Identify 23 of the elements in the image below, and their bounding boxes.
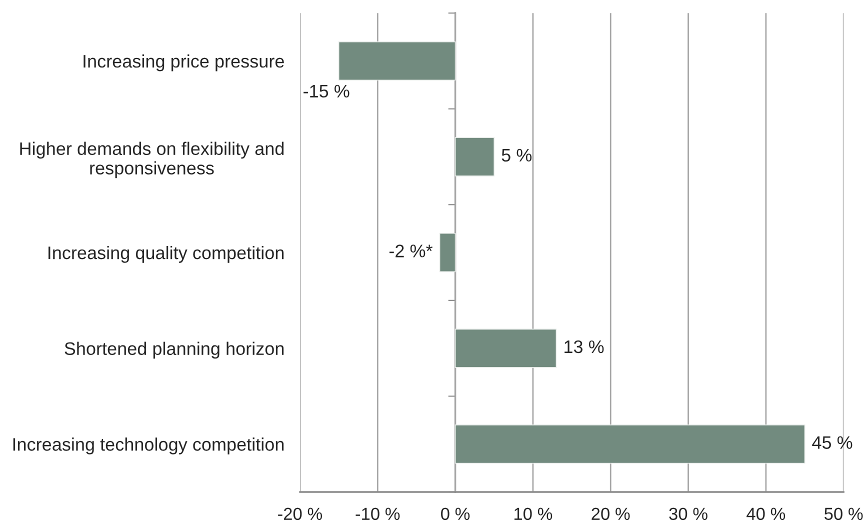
x-tick-label: 50 % [824, 508, 863, 520]
x-tick-label: 10 % [514, 508, 552, 520]
data-label: 13 % [564, 340, 604, 354]
data-label: -15 % [304, 84, 350, 98]
y-tick-label: Shortened planning horizon [64, 342, 284, 359]
data-label: 45 % [812, 436, 852, 449]
y-tick-label: Increasing price pressure [84, 54, 284, 72]
y-tick-label: Increasing quality competition [48, 246, 284, 263]
x-tick-label: 30 % [669, 508, 708, 520]
bar [338, 41, 456, 81]
y-tick-label: Higher demands on flexibility and responsiveness [20, 142, 284, 178]
x-tick-label: 20 % [592, 508, 630, 520]
x-tick-label: 40 % [746, 508, 786, 520]
data-label: 5 % [502, 148, 532, 162]
data-label: -2 %* [389, 244, 433, 258]
x-tick-label: 0 % [441, 508, 470, 520]
bar [439, 232, 456, 272]
bar [454, 424, 806, 464]
y-tick-label: Increasing technology competition [13, 438, 284, 454]
bar [454, 137, 495, 176]
x-tick-label: -20 % [278, 508, 322, 520]
bar [454, 328, 557, 368]
x-tick-label: -10 % [356, 508, 400, 520]
